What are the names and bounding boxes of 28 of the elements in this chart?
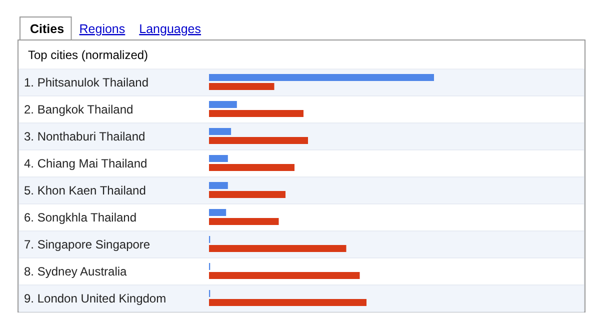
bar (209, 272, 360, 279)
y-tick-label: 6. Songkhla Thailand (24, 210, 137, 224)
bar (209, 74, 434, 81)
y-tick-label: 7. Singapore Singapore (24, 237, 150, 252)
bar (209, 218, 279, 225)
bar (209, 209, 226, 216)
text: Languages (139, 22, 202, 36)
bar (209, 110, 304, 117)
bar (209, 245, 346, 252)
bar (209, 191, 286, 198)
bar (209, 164, 294, 171)
bar (209, 101, 237, 108)
bar (209, 137, 308, 144)
text: Regions (79, 22, 126, 36)
y-tick-label: 3. Nonthaburi Thailand (24, 129, 146, 144)
text: Cities (30, 22, 64, 36)
bar (209, 182, 228, 189)
y-tick-label: 4. Chiang Mai Thailand (24, 156, 148, 170)
text: Top cities (normalized) (28, 48, 148, 62)
bar (209, 299, 366, 306)
y-tick-label: 1. Phitsanulok Thailand (24, 75, 149, 90)
bar (209, 83, 274, 90)
y-tick-label: 2. Bangkok Thailand (24, 102, 134, 116)
y-tick-label: 5. Khon Kaen Thailand (24, 183, 146, 198)
bar (209, 155, 228, 162)
y-tick-label: 9. London United Kingdom (24, 291, 166, 306)
bar (209, 128, 232, 135)
y-tick-label: 8. Sydney Australia (24, 264, 128, 278)
